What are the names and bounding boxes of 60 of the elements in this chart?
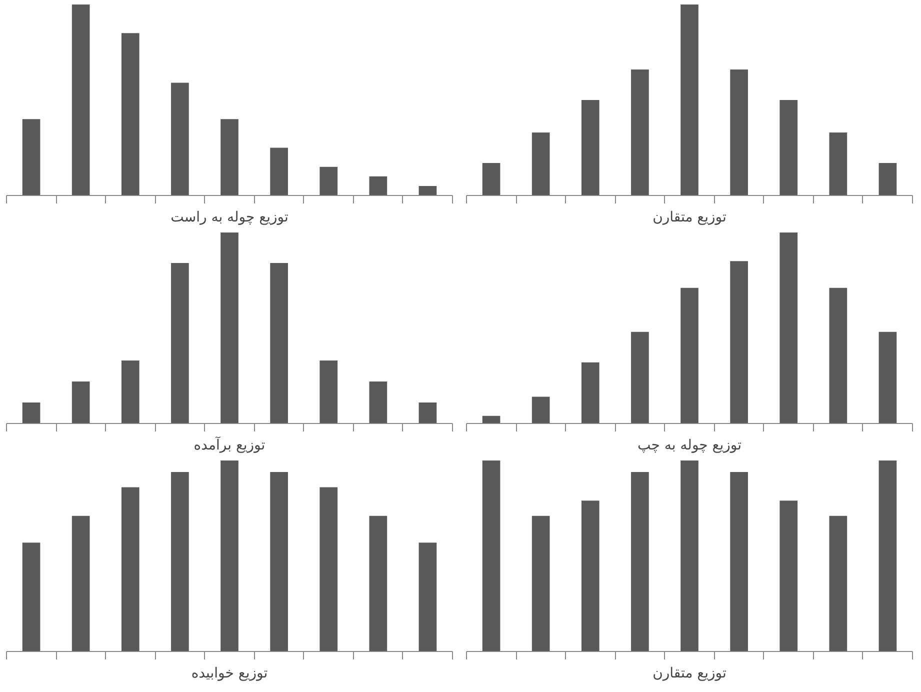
bar	[780, 500, 798, 652]
bar	[418, 186, 437, 196]
bar	[369, 176, 388, 196]
bar	[680, 460, 698, 652]
bar	[22, 402, 40, 424]
bar	[482, 416, 500, 424]
bar	[829, 516, 848, 652]
bar	[631, 472, 649, 652]
bar	[829, 288, 848, 424]
x-axis-title: توزیع چوله به چپ	[637, 438, 742, 454]
bar	[320, 360, 338, 424]
bar	[369, 381, 388, 424]
bar	[532, 516, 550, 652]
bar	[121, 360, 140, 424]
bar	[631, 69, 649, 196]
bar	[220, 232, 238, 424]
bar	[829, 132, 848, 196]
bar	[680, 4, 698, 196]
bar	[220, 460, 238, 652]
bar	[581, 500, 600, 652]
bar	[220, 119, 238, 196]
bar	[121, 33, 140, 196]
bar	[730, 472, 748, 652]
bar	[270, 148, 288, 196]
bar	[121, 487, 140, 652]
bar	[780, 232, 798, 424]
bar	[581, 362, 600, 424]
bar	[72, 4, 90, 196]
bar	[780, 100, 798, 196]
bar	[171, 263, 189, 424]
bar	[320, 166, 338, 196]
bar	[878, 460, 897, 652]
bar	[730, 261, 748, 424]
bar	[482, 163, 500, 196]
x-axis-title: توزیع چوله به راست	[170, 210, 288, 226]
bar	[72, 516, 90, 652]
bar	[730, 69, 748, 196]
bar	[418, 402, 437, 424]
bar	[270, 263, 288, 424]
bar	[482, 460, 500, 652]
bar	[369, 516, 388, 652]
x-axis-title: توزیع متقارن	[652, 210, 727, 226]
bar	[532, 396, 550, 424]
bar	[270, 472, 288, 652]
x-axis-title: توزیع برآمده	[194, 436, 266, 454]
bar	[171, 82, 189, 196]
bar	[680, 288, 698, 424]
bar	[581, 100, 600, 196]
bar	[878, 163, 897, 196]
bar	[878, 332, 897, 424]
bar	[631, 332, 649, 424]
bar	[320, 487, 338, 652]
bar	[532, 132, 550, 196]
bar	[22, 542, 40, 652]
bar	[22, 119, 40, 196]
x-axis-title: توزیع خوابیده	[191, 666, 268, 682]
bar	[171, 472, 189, 652]
bar	[418, 542, 437, 652]
bar	[72, 381, 90, 424]
x-axis-title: توزیع متقارن	[652, 666, 727, 682]
